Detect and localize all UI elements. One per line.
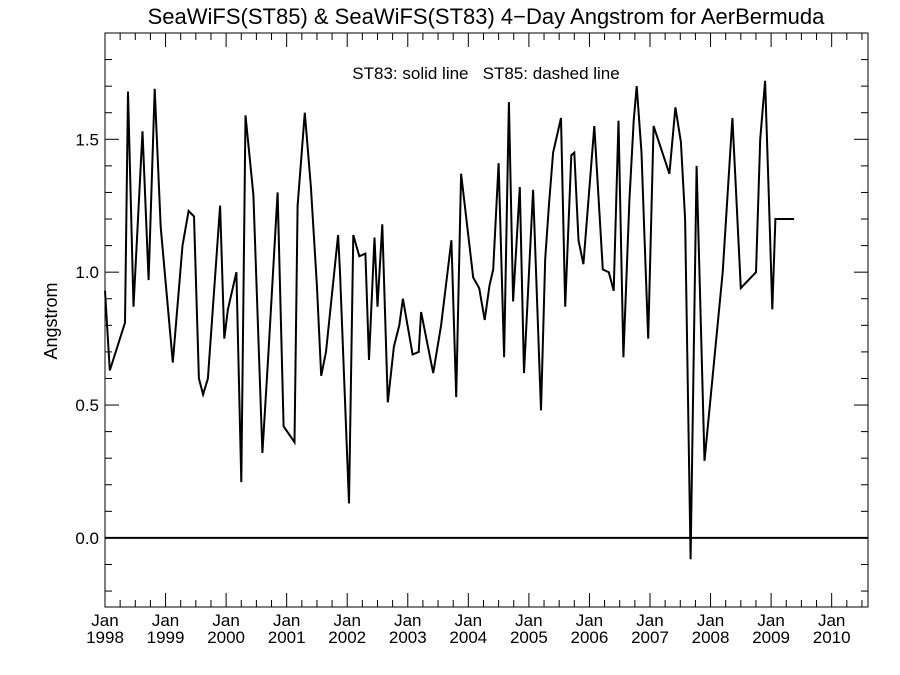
y-tick-label: 1.0 (75, 263, 99, 282)
x-tick-label-year: 2006 (571, 628, 609, 647)
y-tick-label: 0.0 (75, 529, 99, 548)
y-axis-ticks: 0.0 0.5 1.0 1.5 (75, 59, 868, 592)
x-tick-label-year: 2005 (510, 628, 548, 647)
x-tick-label-year: 2000 (207, 628, 245, 647)
legend-note: ST83: solid line ST85: dashed line (352, 64, 619, 83)
x-tick-label-year: 1999 (147, 628, 185, 647)
series-layer (104, 80, 795, 560)
x-tick-label-month: Jan (697, 611, 724, 630)
x-tick-label-month: Jan (455, 611, 482, 630)
x-tick-label-year: 2007 (631, 628, 669, 647)
x-tick-label-year: 2009 (752, 628, 790, 647)
x-tick-label-month: Jan (636, 611, 663, 630)
x-tick-label-month: Jan (515, 611, 542, 630)
x-tick-label-month: Jan (818, 611, 845, 630)
x-tick-label-month: Jan (576, 611, 603, 630)
y-tick-label: 0.5 (75, 396, 99, 415)
plot-frame (104, 32, 869, 608)
x-tick-label-year: 2004 (449, 628, 487, 647)
x-tick-label-month: Jan (273, 611, 300, 630)
y-tick-label: 1.5 (75, 130, 99, 149)
x-tick-label-year: 2002 (328, 628, 366, 647)
x-tick-label-month: Jan (757, 611, 784, 630)
chart-title: SeaWiFS(ST85) & SeaWiFS(ST83) 4−Day Angs… (148, 4, 826, 29)
y-axis-label: Angstrom (41, 282, 61, 359)
x-tick-label-month: Jan (91, 611, 118, 630)
x-tick-label-month: Jan (334, 611, 361, 630)
x-tick-label-month: Jan (394, 611, 421, 630)
x-tick-label-year: 2003 (389, 628, 427, 647)
series-line-st83 (104, 80, 795, 560)
x-axis-ticks: Jan1998Jan1999Jan2000Jan2001Jan2002Jan20… (86, 33, 863, 647)
x-tick-label-month: Jan (152, 611, 179, 630)
x-tick-label-year: 2010 (813, 628, 851, 647)
x-tick-label-year: 2001 (268, 628, 306, 647)
x-tick-label-year: 2008 (692, 628, 730, 647)
x-tick-label-year: 1998 (86, 628, 124, 647)
x-tick-label-month: Jan (212, 611, 239, 630)
